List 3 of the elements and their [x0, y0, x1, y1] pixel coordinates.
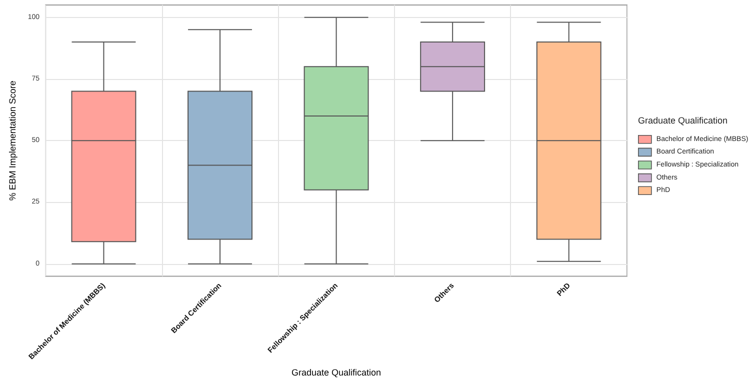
x-axis-title: Graduate Qualification — [292, 368, 382, 378]
legend-title: Graduate Qualification — [638, 116, 728, 126]
y-axis-title: % EBM Implementation Score — [8, 80, 18, 201]
